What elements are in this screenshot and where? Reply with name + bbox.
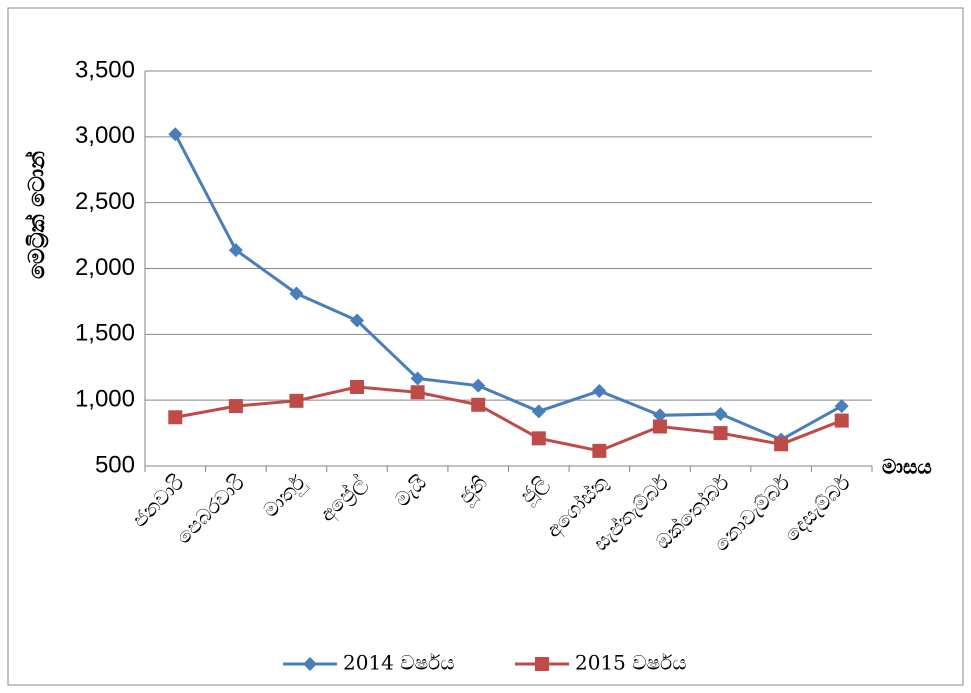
- legend-marker: [303, 657, 317, 671]
- y-tick-label: 500: [95, 451, 135, 478]
- x-tick-label: මැයි: [390, 470, 431, 511]
- x-tick-label: ජූලි: [515, 470, 554, 509]
- series-line: [175, 385, 843, 453]
- point: [228, 243, 243, 258]
- point: [289, 393, 304, 408]
- x-tick-label: මාර්තු: [258, 470, 311, 523]
- point: [713, 406, 728, 421]
- y-tick-label: 2,000: [75, 254, 135, 281]
- point: [834, 413, 849, 428]
- x-tick-label: ජූනි: [454, 470, 493, 509]
- y-axis-label: මෙට්‍රික් ටොන්: [24, 151, 50, 279]
- point: [531, 431, 546, 446]
- point: [471, 378, 486, 393]
- point: [289, 286, 304, 301]
- chart-border: [7, 7, 964, 686]
- point: [228, 399, 243, 414]
- y-tick-label: 3,000: [75, 122, 135, 149]
- point: [652, 408, 667, 423]
- point: [774, 437, 789, 452]
- x-tick-label: අප්‍රේල්: [315, 470, 372, 527]
- y-tick-label: 1,500: [75, 320, 135, 347]
- point: [350, 380, 365, 394]
- point: [410, 385, 425, 400]
- legend-marker: [535, 657, 549, 671]
- point: [350, 313, 365, 328]
- point: [168, 410, 183, 425]
- point: [168, 127, 183, 142]
- y-tick-label: 2,500: [75, 188, 135, 215]
- series-line: [173, 133, 843, 442]
- point: [531, 404, 546, 419]
- y-tick-label: 1,000: [75, 386, 135, 413]
- y-tick-label: 3,500: [75, 56, 135, 83]
- point: [713, 426, 728, 441]
- point: [410, 371, 425, 386]
- point: [834, 399, 849, 414]
- x-tick-label: දෙසැම්බර්: [779, 470, 855, 546]
- point: [592, 383, 607, 398]
- legend-label: 2015 වර්ෂය: [575, 651, 687, 675]
- point: [471, 397, 486, 412]
- x-axis-label: මාසය: [882, 455, 932, 479]
- point: [652, 419, 667, 434]
- point: [592, 443, 607, 458]
- legend-label: 2014 වර්ෂය: [343, 651, 455, 675]
